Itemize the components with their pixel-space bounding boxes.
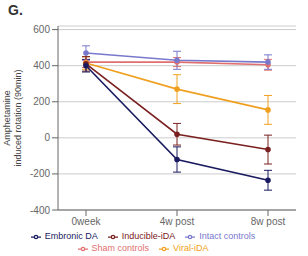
html-text:Intact controls: Intact controls	[199, 231, 256, 241]
html-text:Sham controls: Sham controls	[91, 243, 150, 253]
svg-text:-400: -400	[30, 205, 50, 216]
svg-text:0week: 0week	[72, 216, 102, 227]
svg-text:-200: -200	[30, 168, 50, 179]
html-text:Inducible-iDA: Inducible-iDA	[121, 231, 176, 241]
html-text:Embronic DA: Embronic DA	[44, 231, 98, 241]
svg-text:400: 400	[33, 60, 50, 71]
svg-text:0: 0	[44, 132, 50, 143]
html-text:Viral-iDA: Viral-iDA	[173, 243, 209, 253]
svg-text:600: 600	[33, 24, 50, 35]
svg-text:Amphetamineinduced rotation (9: Amphetamineinduced rotation (90min)	[8, 69, 23, 166]
svg-text:8w post: 8w post	[251, 216, 286, 227]
html-text:G.: G.	[8, 2, 23, 18]
svg-text:4w post: 4w post	[160, 216, 195, 227]
svg-text:200: 200	[33, 96, 50, 107]
